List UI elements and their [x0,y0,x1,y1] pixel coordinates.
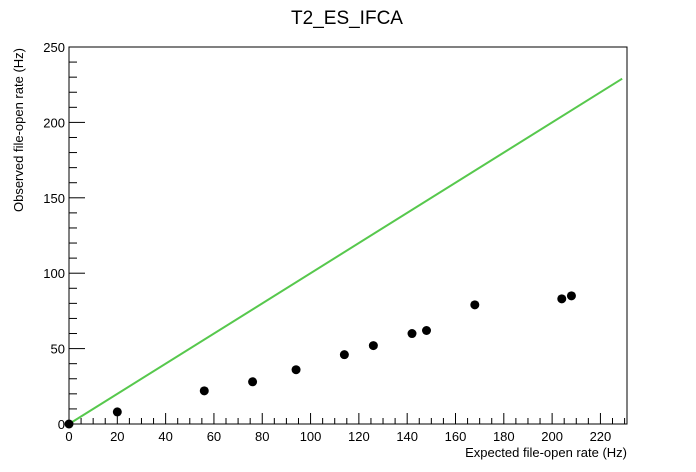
x-tick-label: 120 [348,429,370,444]
y-tick-label: 200 [43,115,65,130]
x-tick-label: 180 [493,429,515,444]
y-tick-label: 150 [43,191,65,206]
x-tick-label: 140 [396,429,418,444]
data-point [557,294,567,304]
data-point [566,291,576,301]
data-point [112,407,122,417]
y-tick-label: 100 [43,266,65,281]
y-tick-label: 0 [58,417,65,432]
data-point [407,329,417,339]
data-point [291,365,301,375]
y-tick-label: 50 [51,342,65,357]
x-tick-label: 220 [590,429,612,444]
x-tick-label: 80 [255,429,269,444]
data-point [199,386,209,396]
data-point [248,377,258,387]
x-axis-label: Expected file-open rate (Hz) [465,445,627,460]
data-point [368,341,378,351]
x-tick-label: 40 [158,429,172,444]
y-tick-label: 250 [43,40,65,55]
x-tick-label: 160 [445,429,467,444]
x-tick-label: 100 [300,429,322,444]
data-point [470,300,480,310]
x-tick-label: 0 [65,429,72,444]
plot-frame [68,46,628,425]
x-tick-label: 60 [207,429,221,444]
data-point [64,419,74,429]
reference-line [68,77,623,425]
data-point [422,326,432,336]
x-tick-label: 20 [110,429,124,444]
x-tick-label: 200 [541,429,563,444]
chart-title: T2_ES_IFCA [291,8,403,29]
data-point [339,350,349,360]
y-axis-label: Observed file-open rate (Hz) [11,48,26,212]
